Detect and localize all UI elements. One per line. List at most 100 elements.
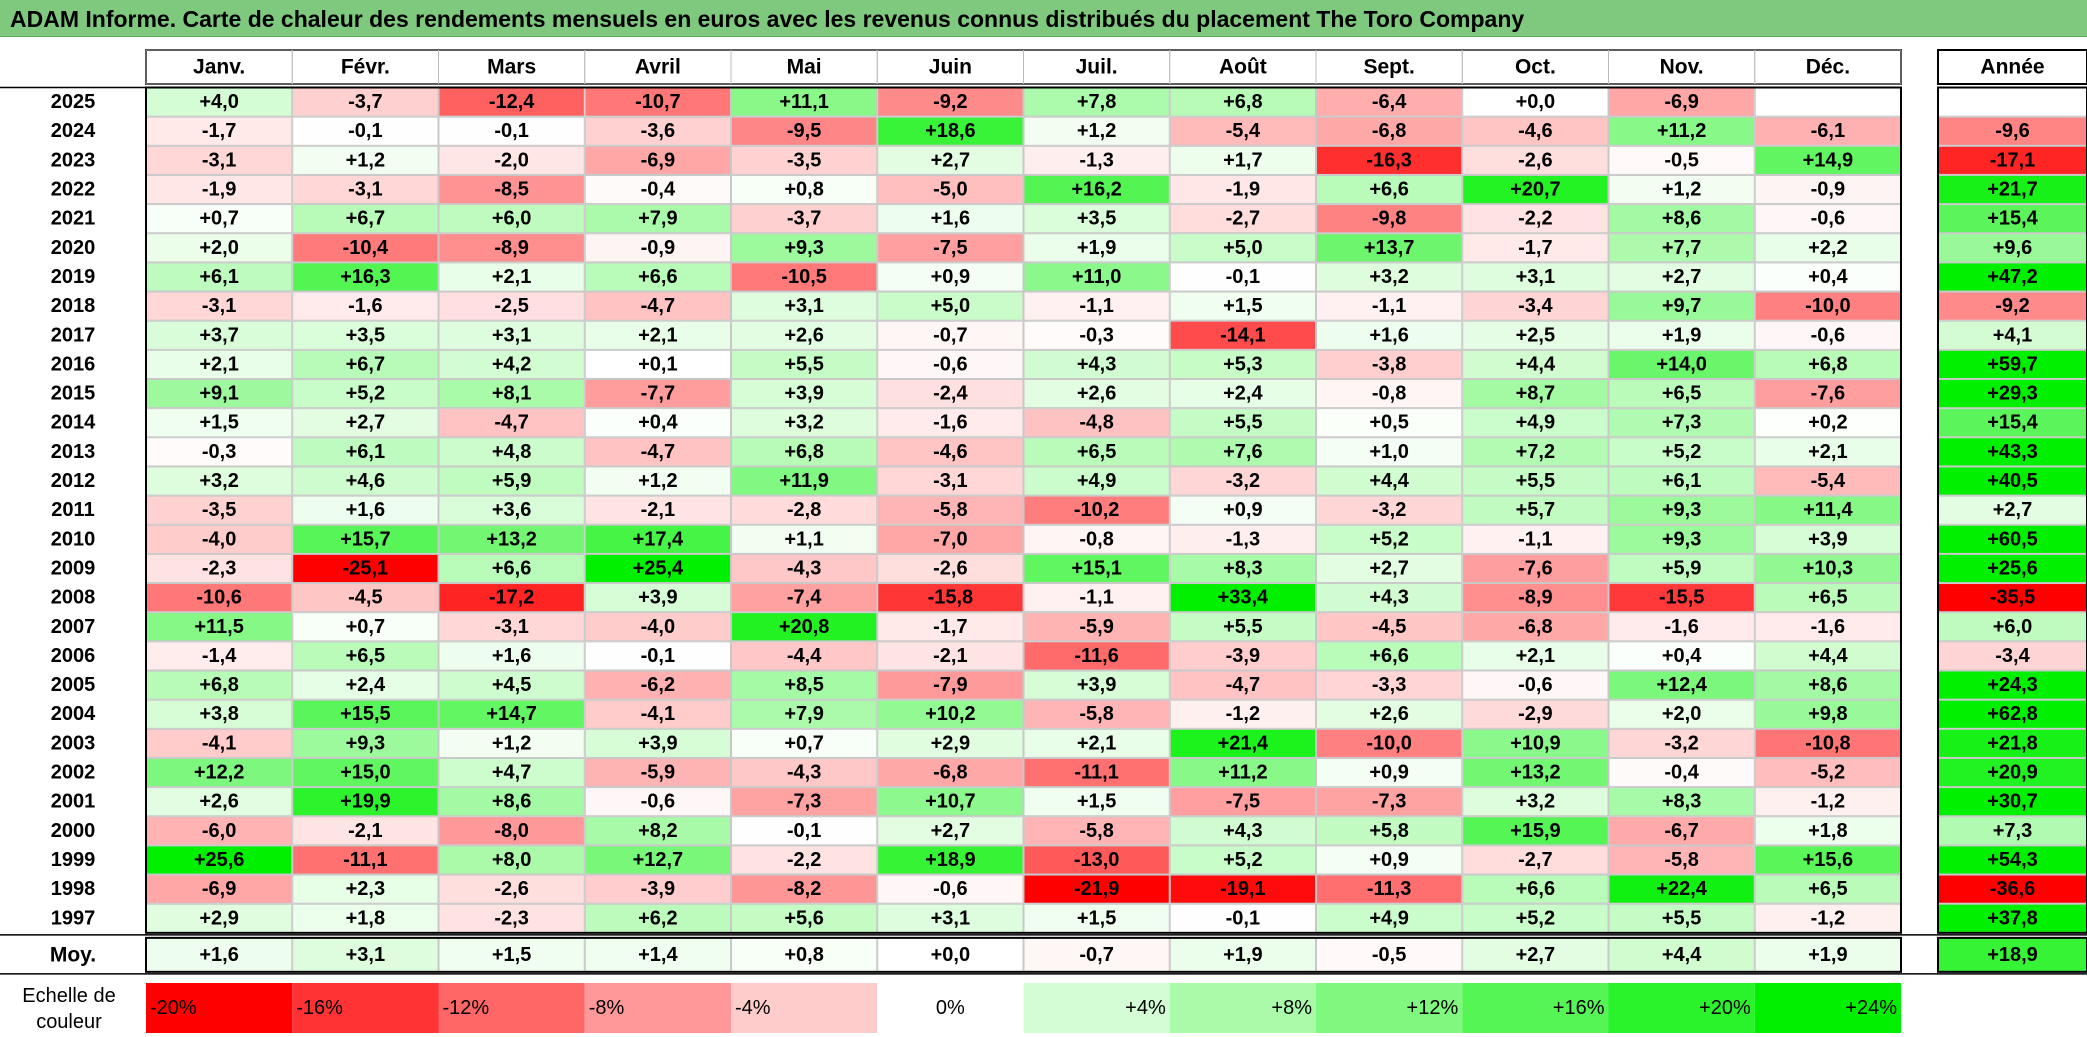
heatmap-cell [877, 641, 1024, 671]
heatmap-cell [1023, 874, 1170, 904]
cell-value: +1,5 [1223, 295, 1262, 317]
heatmap-cell [1169, 204, 1316, 234]
heatmap-cell [877, 495, 1024, 525]
heatmap-cell [1754, 757, 1901, 788]
cell-value: +20,8 [779, 616, 830, 638]
cell-value: -1,1 [1372, 295, 1406, 317]
heatmap-cell [1316, 233, 1463, 263]
cell-value: -8,9 [1518, 587, 1552, 609]
cell-value: -5,9 [641, 762, 675, 784]
cell-value: +7,9 [784, 703, 823, 725]
scale-swatch [584, 983, 731, 1033]
row-year-label: 2023 [51, 149, 96, 171]
cell-value: -21,9 [1074, 878, 1120, 900]
cell-value: +4,3 [1369, 587, 1408, 609]
average-value: +0,8 [784, 944, 823, 966]
month-header: Sept. [1363, 56, 1414, 79]
cell-value: -13,0 [1074, 849, 1120, 871]
cell-value: +2,9 [931, 732, 970, 754]
heatmap-cell [1169, 874, 1316, 904]
heatmap-cell [292, 233, 439, 263]
annual-value: +43,3 [1987, 441, 2038, 463]
heatmap-cell [584, 320, 731, 350]
cell-value: +1,8 [1808, 820, 1847, 842]
cell-value: +5,9 [1662, 557, 1701, 579]
cell-value: -3,1 [933, 470, 967, 492]
cell-value: +33,4 [1218, 587, 1269, 609]
heatmap-cell [877, 320, 1024, 350]
heatmap-cell [292, 379, 439, 409]
cell-value: -1,6 [348, 295, 382, 317]
heatmap-cell [1316, 291, 1463, 321]
heatmap-cell [584, 87, 731, 117]
cell-value: +6,6 [1516, 878, 1555, 900]
heatmap-cell [731, 408, 878, 438]
heatmap-cell [438, 437, 585, 467]
cell-value: +1,2 [492, 732, 531, 754]
average-cell [292, 937, 439, 972]
heatmap-cell [1608, 87, 1755, 117]
cell-value: +16,3 [340, 266, 391, 288]
cell-value: -4,6 [1518, 120, 1552, 142]
cell-value: -3,7 [787, 208, 821, 230]
cell-value: +13,2 [486, 528, 537, 550]
heatmap-cell [877, 174, 1024, 205]
cell-value: +2,7 [931, 149, 970, 171]
scale-swatch [1023, 983, 1170, 1033]
cell-value: +11,0 [1072, 266, 1122, 288]
heatmap-cell [584, 874, 731, 904]
cell-value: +3,1 [492, 324, 531, 346]
cell-value: +4,4 [1516, 353, 1556, 375]
heatmap-cell [1462, 87, 1609, 117]
heatmap-cell [1462, 816, 1609, 846]
cell-value: -2,0 [494, 149, 528, 171]
annual-cell [1938, 262, 2087, 292]
heatmap-cell [584, 495, 731, 525]
cell-value: +9,8 [1808, 703, 1847, 725]
cell-value: +2,5 [1516, 324, 1555, 346]
heatmap-cell [1023, 320, 1170, 350]
heatmap-cell [1462, 174, 1609, 205]
heatmap-cell [146, 816, 293, 846]
cell-value: -4,7 [494, 412, 528, 434]
heatmap-cell [1023, 699, 1170, 729]
cell-value: -4,4 [787, 645, 822, 667]
heatmap-cell [1169, 291, 1316, 321]
cell-value: +6,1 [1662, 470, 1701, 492]
heatmap-cell [292, 204, 439, 234]
scale-swatch [1316, 983, 1463, 1033]
heatmap-cell [1754, 87, 1901, 117]
heatmap-cell [146, 670, 293, 700]
average-value: +1,9 [1223, 944, 1262, 966]
heatmap-cell [584, 437, 731, 467]
heatmap-cell [1608, 612, 1755, 642]
cell-value: -9,2 [933, 91, 967, 113]
cell-value: -6,9 [1664, 91, 1698, 113]
cell-value: -0,1 [1226, 907, 1260, 929]
heatmap-cell [1608, 699, 1755, 729]
heatmap-cell [1754, 262, 1901, 292]
heatmap-cell [1023, 291, 1170, 321]
grid-frame [145, 86, 1902, 934]
heatmap-cell [584, 903, 731, 933]
cell-value: +3,9 [1808, 528, 1847, 550]
cell-value: -10,0 [1366, 732, 1412, 754]
row-year-label: 2011 [51, 499, 94, 521]
row-year-label: 2012 [51, 470, 96, 492]
annual-value: +24,3 [1987, 674, 2038, 696]
average-cell [1169, 937, 1316, 972]
cell-value: -5,9 [1079, 616, 1113, 638]
cell-value: -0,1 [348, 120, 382, 142]
heatmap-cell [1608, 174, 1755, 205]
heatmap-cell [877, 524, 1024, 554]
heatmap-cell [1023, 495, 1170, 525]
heatmap-cell [1754, 903, 1901, 933]
cell-value: -15,5 [1659, 587, 1705, 609]
heatmap-cell [731, 145, 878, 175]
average-value: +1,9 [1808, 944, 1847, 966]
cell-value: -19,1 [1220, 878, 1266, 900]
heatmap-cell [731, 174, 878, 205]
row-year-label: 2013 [51, 441, 96, 463]
row-year-label: 2010 [51, 528, 96, 550]
cell-value: +15,9 [1510, 820, 1561, 842]
